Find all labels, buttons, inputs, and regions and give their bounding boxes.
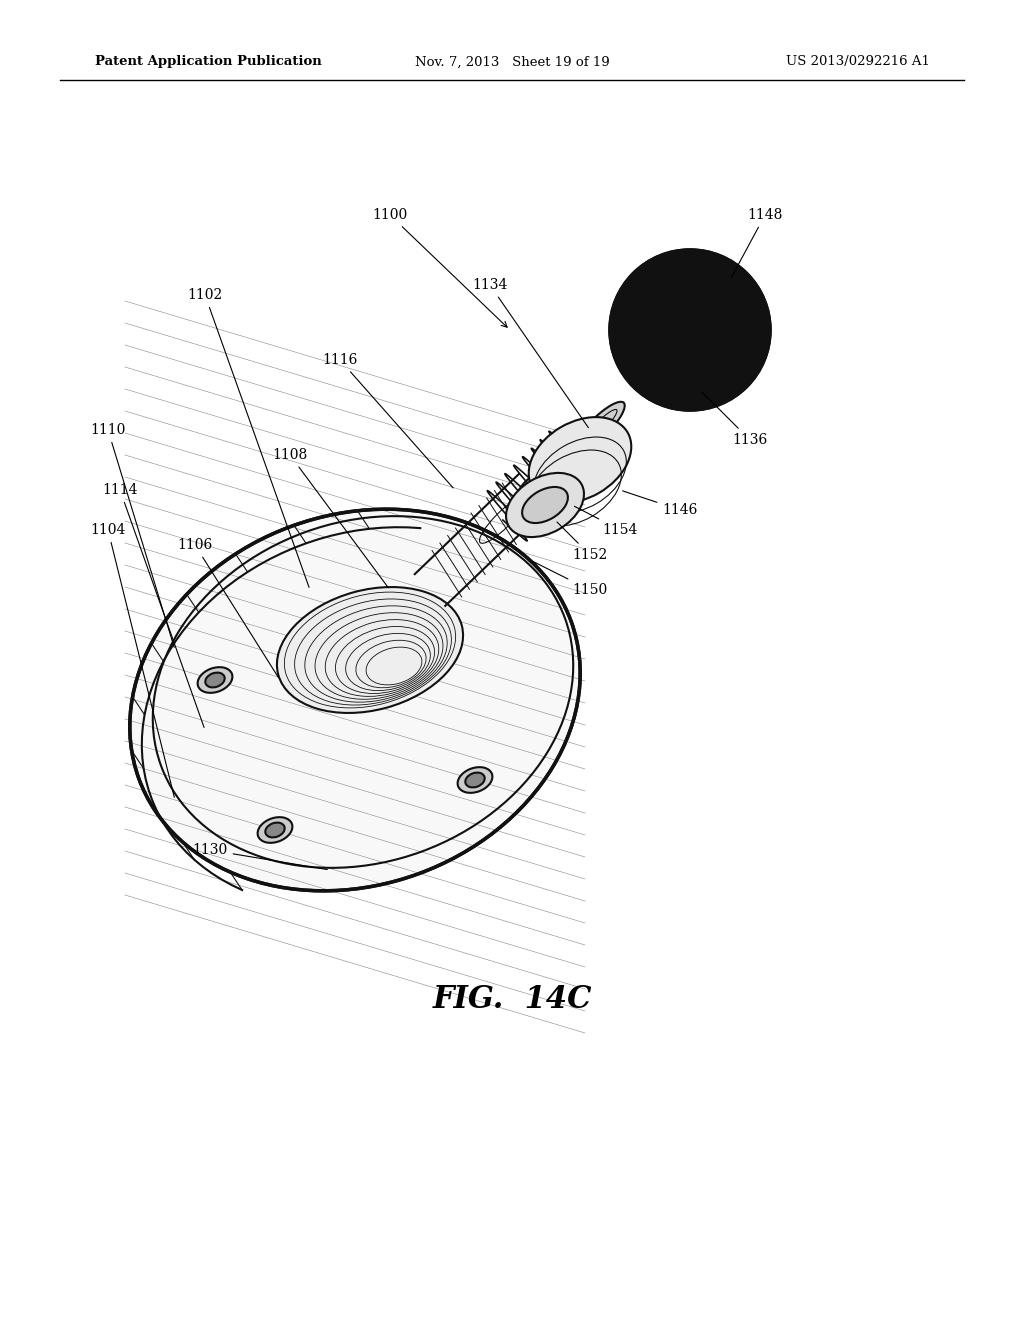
Circle shape bbox=[610, 249, 770, 411]
Ellipse shape bbox=[560, 414, 611, 466]
Text: 1100: 1100 bbox=[373, 209, 507, 327]
Text: 1116: 1116 bbox=[323, 352, 454, 488]
Text: 1106: 1106 bbox=[177, 539, 279, 677]
Ellipse shape bbox=[458, 767, 493, 793]
Ellipse shape bbox=[205, 673, 224, 688]
Ellipse shape bbox=[276, 587, 463, 713]
Ellipse shape bbox=[516, 473, 552, 508]
Ellipse shape bbox=[573, 401, 625, 453]
Text: 1150: 1150 bbox=[532, 561, 607, 597]
Ellipse shape bbox=[528, 417, 631, 503]
Text: US 2013/0292216 A1: US 2013/0292216 A1 bbox=[786, 55, 930, 69]
Text: 1104: 1104 bbox=[90, 523, 174, 797]
Ellipse shape bbox=[522, 487, 568, 523]
Text: 1108: 1108 bbox=[272, 447, 388, 587]
Text: 1146: 1146 bbox=[623, 491, 697, 517]
Text: 1102: 1102 bbox=[187, 288, 309, 587]
Ellipse shape bbox=[506, 473, 584, 537]
Text: 1136: 1136 bbox=[702, 392, 768, 447]
Text: 1110: 1110 bbox=[90, 422, 174, 647]
Text: 1154: 1154 bbox=[574, 507, 638, 537]
Text: 1148: 1148 bbox=[731, 209, 782, 277]
Ellipse shape bbox=[198, 667, 232, 693]
Text: 1114: 1114 bbox=[102, 483, 204, 727]
Text: Patent Application Publication: Patent Application Publication bbox=[95, 55, 322, 69]
Ellipse shape bbox=[547, 426, 599, 478]
Ellipse shape bbox=[465, 772, 484, 788]
Text: 1130: 1130 bbox=[193, 843, 328, 870]
Text: 1152: 1152 bbox=[557, 521, 607, 562]
Text: Nov. 7, 2013   Sheet 19 of 19: Nov. 7, 2013 Sheet 19 of 19 bbox=[415, 55, 609, 69]
Text: 1134: 1134 bbox=[472, 279, 589, 428]
Ellipse shape bbox=[265, 822, 285, 837]
Ellipse shape bbox=[130, 510, 581, 891]
Text: FIG.  14C: FIG. 14C bbox=[432, 985, 592, 1015]
Ellipse shape bbox=[258, 817, 293, 843]
